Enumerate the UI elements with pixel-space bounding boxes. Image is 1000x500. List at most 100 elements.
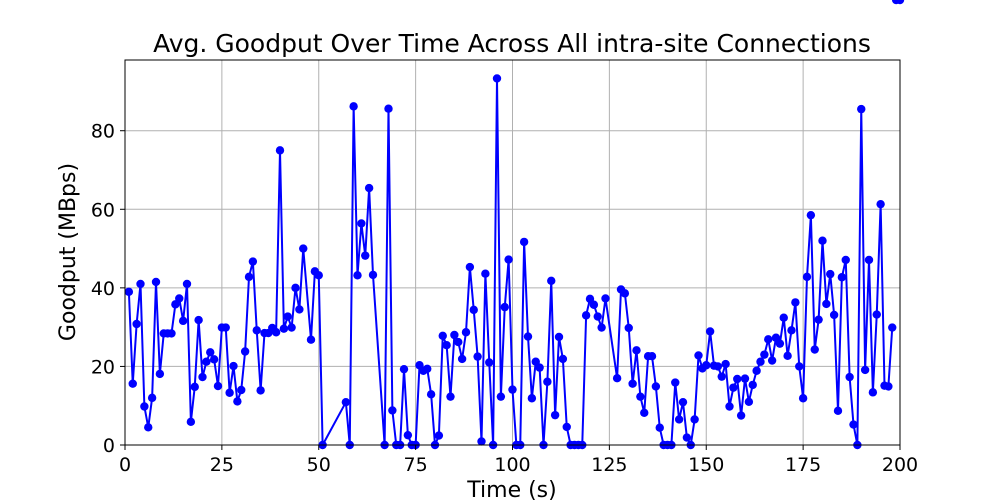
data-point — [632, 346, 641, 355]
data-point — [353, 271, 362, 280]
data-point — [438, 331, 447, 340]
data-point — [299, 244, 308, 253]
data-point — [252, 326, 261, 335]
y-tick-label: 40 — [91, 278, 115, 300]
x-tick-label: 150 — [688, 454, 724, 476]
data-point — [136, 279, 145, 289]
x-axis-label: Time (s) — [466, 478, 556, 500]
data-point — [733, 374, 742, 384]
data-point — [818, 236, 827, 245]
data-point — [388, 406, 397, 415]
data-point — [822, 299, 831, 309]
data-point — [849, 420, 858, 429]
data-point — [523, 332, 533, 341]
data-point — [314, 271, 323, 280]
data-point — [442, 341, 451, 350]
data-point — [357, 219, 366, 228]
data-point — [457, 354, 467, 364]
x-tick-label: 100 — [494, 454, 530, 476]
data-point — [151, 277, 161, 287]
data-point — [221, 323, 230, 332]
data-point — [721, 359, 730, 369]
data-point — [399, 364, 409, 374]
data-point — [519, 237, 529, 247]
data-point — [473, 352, 482, 361]
data-point — [624, 323, 633, 333]
data-point — [872, 310, 881, 319]
data-point — [206, 348, 215, 357]
data-point — [450, 330, 459, 340]
data-point — [640, 408, 649, 417]
data-point — [717, 372, 726, 381]
data-point — [140, 402, 149, 411]
data-point — [682, 433, 692, 442]
data-point — [748, 380, 757, 390]
data-point — [841, 255, 850, 265]
data-point — [554, 332, 564, 342]
data-point — [213, 381, 223, 391]
data-point — [802, 272, 812, 282]
data-point — [477, 437, 486, 446]
data-point — [384, 104, 393, 113]
data-point — [237, 385, 246, 395]
data-point — [434, 431, 444, 440]
data-point — [767, 356, 777, 365]
data-point — [504, 255, 513, 264]
data-point — [202, 357, 211, 366]
data-point — [295, 305, 304, 314]
data-point — [128, 379, 137, 388]
data-point — [729, 383, 738, 392]
data-point — [651, 382, 661, 391]
data-point — [678, 397, 688, 407]
axis-ticks: 0 25 50 75 100 125 150 175 200 0 20 40 60 80 — [91, 121, 918, 476]
data-point — [178, 316, 188, 326]
data-point — [806, 210, 816, 220]
data-point — [368, 270, 378, 280]
data-point — [446, 392, 455, 401]
data-point — [795, 362, 804, 371]
data-point — [736, 411, 746, 420]
data-point — [229, 361, 238, 371]
data-point — [485, 358, 494, 367]
data-point — [248, 257, 258, 266]
data-point — [233, 397, 242, 406]
data-point — [760, 350, 769, 359]
data-point — [508, 385, 517, 394]
data-point — [349, 102, 358, 111]
data-point — [175, 294, 184, 303]
data-point — [496, 392, 506, 401]
data-point — [671, 378, 680, 387]
data-point — [740, 374, 750, 383]
data-series — [124, 0, 905, 450]
data-point — [833, 406, 843, 416]
data-point — [461, 328, 471, 337]
data-point — [144, 423, 153, 432]
data-point — [791, 298, 800, 307]
y-tick-label: 80 — [91, 121, 115, 143]
data-point — [562, 422, 571, 432]
data-point — [779, 313, 788, 322]
x-tick-label: 25 — [210, 454, 234, 476]
data-point — [279, 324, 289, 333]
data-point — [306, 335, 316, 344]
data-point — [271, 328, 281, 337]
data-point — [361, 251, 370, 260]
data-point — [581, 311, 591, 320]
data-point — [814, 315, 823, 324]
data-point — [713, 362, 723, 371]
data-point — [124, 287, 134, 296]
data-point — [240, 347, 250, 356]
data-point — [702, 361, 711, 370]
data-point — [593, 312, 602, 321]
data-point — [469, 305, 478, 315]
data-point — [845, 372, 854, 382]
x-tick-label: 200 — [882, 454, 918, 476]
data-point — [647, 352, 657, 361]
data-point — [884, 382, 893, 391]
data-point — [705, 327, 715, 336]
y-tick-label: 20 — [91, 356, 115, 378]
data-point — [620, 289, 630, 298]
data-point — [275, 146, 285, 155]
x-tick-label: 75 — [404, 454, 428, 476]
data-point — [601, 294, 610, 303]
